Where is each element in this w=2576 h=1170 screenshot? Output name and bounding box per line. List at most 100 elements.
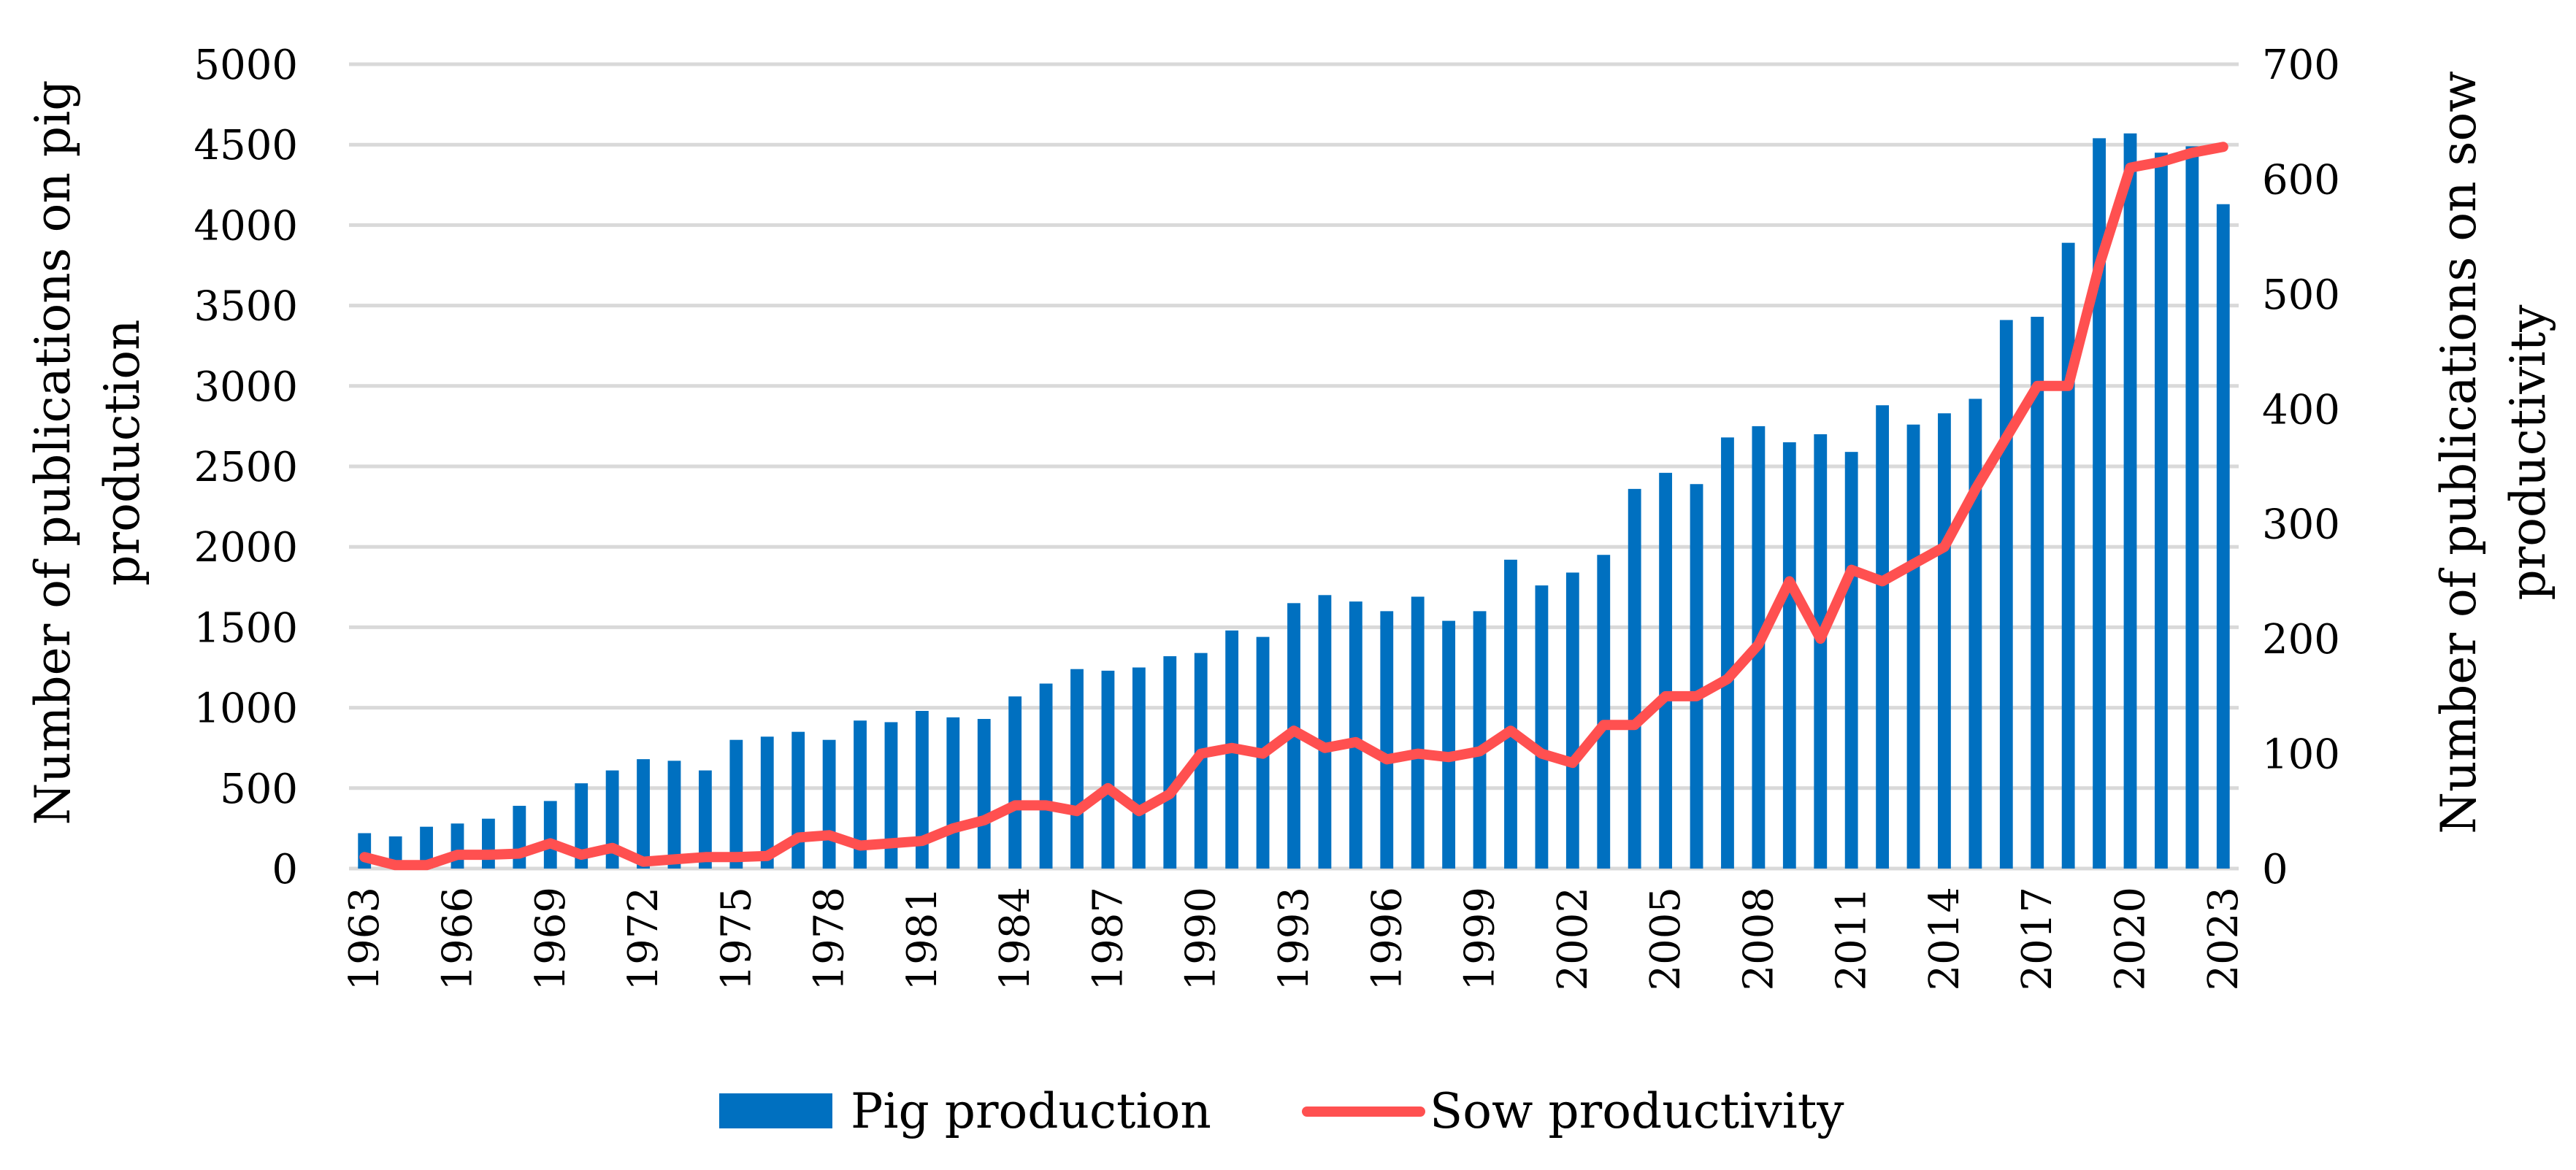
bar-2001 xyxy=(1535,585,1549,869)
left-tick-label: 1000 xyxy=(193,685,298,733)
bar-2018 xyxy=(2061,242,2075,869)
bar-1988 xyxy=(1132,667,1146,869)
x-tick-2014: 2014 xyxy=(1921,887,1969,991)
bar-1975 xyxy=(729,739,743,869)
right-tick-label: 500 xyxy=(2262,272,2340,319)
bar-1994 xyxy=(1318,595,1332,869)
bar-2016 xyxy=(1999,320,2013,869)
bar-1974 xyxy=(698,770,712,869)
x-tick-1966: 1966 xyxy=(434,887,481,991)
bar-2002 xyxy=(1565,572,1579,869)
x-tick-1990: 1990 xyxy=(1178,887,1225,991)
legend-swatch-pig-production xyxy=(719,1093,832,1128)
x-tick-label: 1996 xyxy=(1363,887,1411,991)
left-axis-ticks: 0 500 1000 1500 2000 2500 3000 3500 4000 4500 5000 xyxy=(193,42,298,893)
x-tick-1984: 1984 xyxy=(992,887,1039,991)
right-axis-title-line-1: Number of publications on sow xyxy=(2431,71,2487,834)
bar-1967 xyxy=(482,818,495,869)
pig-production-bars xyxy=(358,133,2230,869)
x-tick-label: 1978 xyxy=(806,887,854,991)
x-tick-label: 1999 xyxy=(1457,887,1504,991)
left-tick-label: 5000 xyxy=(193,42,298,89)
x-tick-2008: 2008 xyxy=(1735,887,1782,991)
bar-1978 xyxy=(822,739,836,869)
bar-2020 xyxy=(2123,133,2137,869)
sow-productivity-line xyxy=(359,142,2228,871)
bar-1980 xyxy=(884,722,898,869)
left-tick-label: 1500 xyxy=(193,604,298,652)
right-axis-ticks: 0 100 200 300 400 500 600 700 xyxy=(2262,42,2340,893)
bar-1979 xyxy=(854,720,867,869)
x-tick-label: 1990 xyxy=(1178,887,1225,991)
bar-1981 xyxy=(915,711,929,869)
bar-1969 xyxy=(543,801,557,869)
x-tick-2023: 2023 xyxy=(2200,887,2247,991)
right-tick-label: 700 xyxy=(2262,42,2340,89)
x-tick-label: 1981 xyxy=(899,887,946,991)
x-tick-2011: 2011 xyxy=(1828,887,1876,991)
bar-1997 xyxy=(1411,596,1425,869)
bar-1987 xyxy=(1101,670,1115,869)
left-tick-label: 4500 xyxy=(193,122,298,169)
x-tick-label: 1966 xyxy=(434,887,481,991)
bar-2010 xyxy=(1814,434,1828,869)
left-tick-label: 0 xyxy=(272,846,298,893)
bar-1999 xyxy=(1473,611,1487,869)
left-axis-title-line-1: Number of publications on pig xyxy=(25,80,81,825)
bar-2014 xyxy=(1938,413,1951,869)
bar-1986 xyxy=(1070,669,1084,869)
bar-1977 xyxy=(791,731,805,869)
bar-2022 xyxy=(2185,146,2199,869)
bar-1982 xyxy=(946,717,960,869)
left-tick-label: 500 xyxy=(220,766,298,813)
x-tick-label: 2005 xyxy=(1642,887,1690,991)
left-tick-label: 3500 xyxy=(193,283,298,331)
bar-2017 xyxy=(2031,317,2044,869)
x-tick-1963: 1963 xyxy=(341,887,388,991)
x-tick-label: 2017 xyxy=(2014,887,2061,991)
bar-2007 xyxy=(1721,437,1734,869)
bar-2019 xyxy=(2093,138,2106,869)
bar-1976 xyxy=(760,736,774,869)
bar-2013 xyxy=(1906,424,1920,869)
x-tick-2005: 2005 xyxy=(1642,887,1690,991)
bar-1998 xyxy=(1442,620,1456,869)
bar-2006 xyxy=(1690,484,1703,869)
x-axis-ticks: 1963 1966 1969 1972 1975 1978 1981 1984 1987 1990… xyxy=(341,887,2247,991)
bar-1983 xyxy=(977,719,991,869)
bar-2021 xyxy=(2155,153,2168,869)
bar-1966 xyxy=(451,823,464,869)
bar-2015 xyxy=(1969,399,1982,869)
right-tick-label: 300 xyxy=(2262,501,2340,549)
x-tick-2020: 2020 xyxy=(2107,887,2155,991)
x-tick-label: 1975 xyxy=(713,887,760,991)
bar-2009 xyxy=(1782,442,1796,869)
x-tick-label: 1984 xyxy=(992,887,1039,991)
bar-1973 xyxy=(667,761,681,869)
bar-1996 xyxy=(1380,611,1394,869)
right-tick-label: 0 xyxy=(2262,846,2288,893)
x-tick-1993: 1993 xyxy=(1270,887,1318,991)
left-tick-label: 4000 xyxy=(193,202,298,250)
bar-1972 xyxy=(637,759,650,869)
x-tick-label: 1987 xyxy=(1084,887,1132,991)
x-tick-label: 2023 xyxy=(2200,887,2247,991)
legend-label-pig-production: Pig production xyxy=(851,1083,1211,1139)
x-tick-1999: 1999 xyxy=(1457,887,1504,991)
sow-productivity-line-layer xyxy=(359,142,2228,871)
right-tick-label: 600 xyxy=(2262,156,2340,204)
x-tick-1978: 1978 xyxy=(806,887,854,991)
left-tick-label: 2000 xyxy=(193,524,298,571)
left-tick-label: 2500 xyxy=(193,444,298,491)
right-axis-title: Number of publications on sow productivi… xyxy=(2431,71,2556,834)
gridlines xyxy=(349,62,2239,871)
x-tick-1975: 1975 xyxy=(713,887,760,991)
x-tick-label: 2008 xyxy=(1735,887,1782,991)
left-axis-title-line-2: production xyxy=(94,319,150,585)
x-tick-2002: 2002 xyxy=(1549,887,1597,991)
bar-1970 xyxy=(575,783,589,869)
right-tick-label: 200 xyxy=(2262,616,2340,663)
x-tick-label: 1972 xyxy=(620,887,667,991)
x-tick-1981: 1981 xyxy=(899,887,946,991)
right-tick-label: 400 xyxy=(2262,386,2340,434)
